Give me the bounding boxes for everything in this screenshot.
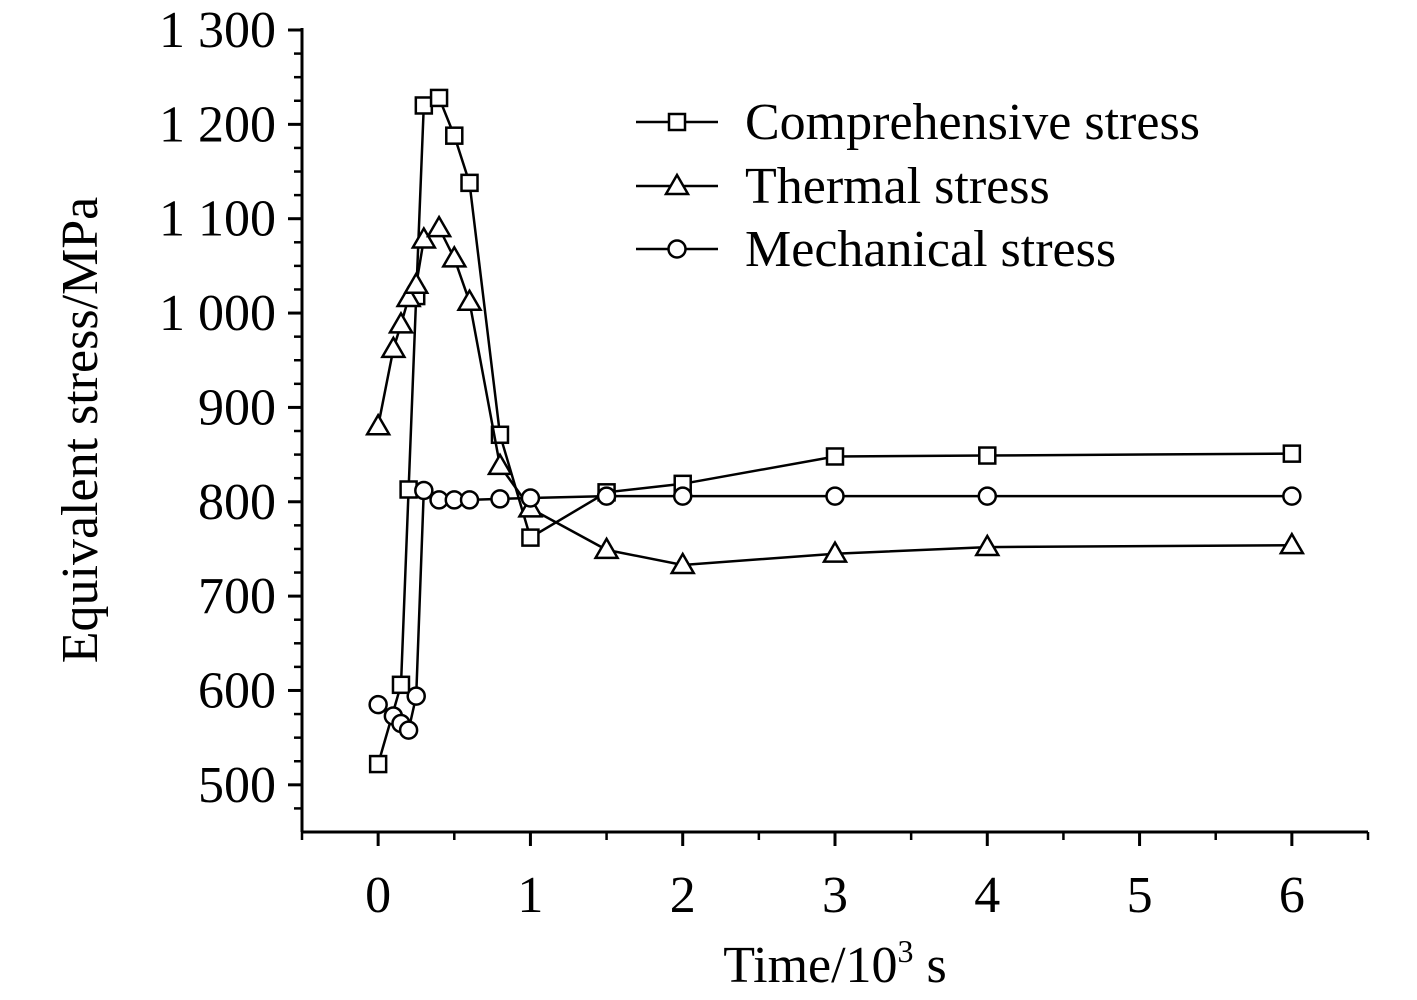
series-square [368,88,1302,774]
triangle-data-point [821,540,849,563]
triangle-data-point [486,452,514,476]
y-tick-label: 1 200 [159,96,276,153]
square-data-point [521,528,540,547]
series-triangle [364,214,1306,575]
triangle-data-point [425,214,453,238]
circle-data-point [414,480,434,501]
triangle-data-point [974,533,1001,557]
square-data-point [368,754,388,774]
square-data-point [460,173,479,193]
y-tick-label: 1 000 [159,285,276,342]
square-data-point [1282,444,1302,463]
circle-data-point [520,488,541,508]
x-axis-title-main: Time/10 [723,937,897,994]
triangle-data-point [387,310,415,334]
series-circle [368,480,1302,740]
y-tick-label: 500 [198,757,276,814]
plot-area: 500 600 700 800 900 1 000 1 100 1 200 1 300 0 1 2 3 4… [159,2,1370,924]
series-line [377,488,1292,733]
x-axis-title-superscript: 3 [898,933,914,969]
legend: Comprehensive stress Thermal stress Mechan… [636,94,1200,278]
legend-label: Mechanical stress [745,221,1116,278]
triangle-data-point [669,551,696,575]
triangle-data-point [395,284,422,308]
circle-data-point [490,489,510,509]
circle-data-point [977,486,998,506]
series-layer [364,88,1306,774]
x-tick-label: 5 [1127,867,1153,924]
circle-data-point [406,686,426,706]
x-tick-label: 0 [365,867,391,924]
y-tick-label: 700 [198,568,276,625]
square-data-point [445,126,464,145]
x-tick-label: 4 [974,867,1000,924]
circle-data-point [672,486,693,506]
triangle-data-point [593,536,620,560]
series-line [376,226,1292,567]
y-tick-label: 1 300 [159,2,276,59]
x-tick-label: 2 [670,867,696,924]
square-data-point [825,447,845,466]
legend-square-marker [667,112,687,132]
x-axis-title-unit: s [914,937,947,994]
triangle-data-point [410,225,437,249]
triangle-data-point [364,412,392,436]
square-data-point [429,88,449,108]
y-tick-label: 1 100 [159,191,276,248]
x-tick-label: 3 [822,867,848,924]
circle-data-point [398,720,419,740]
circle-data-point [368,694,388,715]
legend-triangle-marker [663,172,691,196]
circle-data-point [459,490,480,510]
triangle-data-point [441,244,468,268]
legend-label: Comprehensive stress [745,94,1200,151]
square-data-point [391,675,411,695]
circle-data-point [825,486,845,506]
triangle-data-point [380,335,407,359]
circle-data-point [596,486,617,506]
y-tick-label: 800 [198,474,276,531]
y-axis-title: Equivalent stress/MPa [52,197,109,664]
legend-label: Thermal stress [745,158,1050,215]
circle-data-point [1282,486,1302,506]
y-tick-label: 600 [198,662,276,719]
x-axis-title: Time/103 s [723,933,947,994]
axes-labels: Equivalent stress/MPa Time/103 s [52,197,947,994]
x-tick-label: 6 [1279,867,1305,924]
triangle-data-point [1278,531,1306,555]
triangle-data-point [403,271,430,295]
y-tick-label: 900 [198,379,276,436]
x-tick-label: 1 [517,867,543,924]
square-data-point [414,96,434,115]
legend-circle-marker [667,239,687,259]
square-data-point [978,446,997,465]
triangle-data-point [456,288,483,311]
